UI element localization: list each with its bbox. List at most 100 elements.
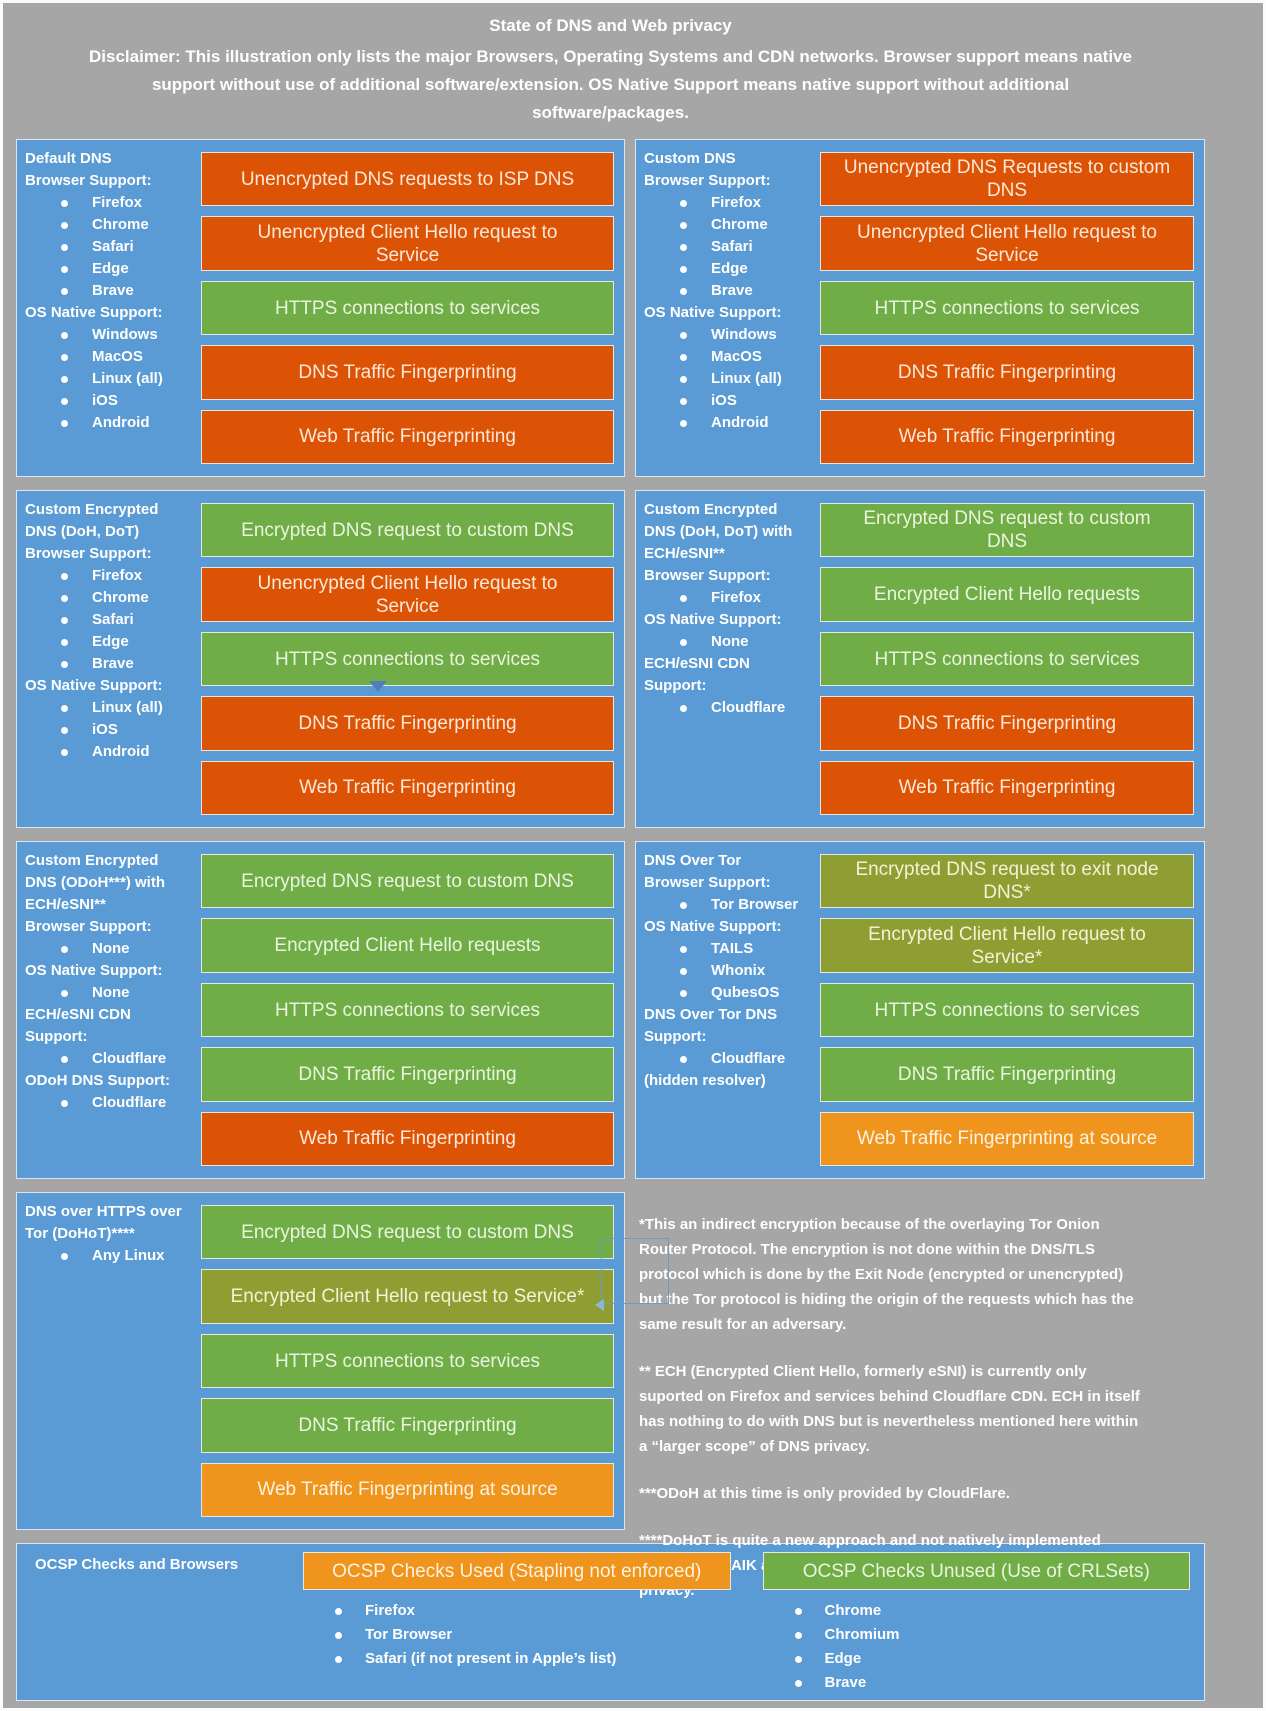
list-item: Chrome <box>25 214 191 236</box>
list-item: Linux (all) <box>25 697 191 719</box>
panel-sidebar: DNS over HTTPS over Tor (DoHoT)**** Any … <box>23 1199 191 1523</box>
bar-web-fingerprinting-at-source: Web Traffic Fingerprinting at source <box>201 1462 614 1518</box>
bar-dns-fingerprinting: DNS Traffic Fingerprinting <box>201 696 614 751</box>
list-item: Chrome <box>763 1599 1191 1623</box>
section-label-os-support: OS Native Support: <box>644 304 782 321</box>
os-support-list: Linux (all) iOS Android <box>25 697 191 763</box>
list-item: Firefox <box>303 1599 731 1623</box>
panel-ocsp-checks: OCSP Checks and Browsers OCSP Checks Use… <box>16 1543 1205 1701</box>
bar-encrypted-client-hello: Encrypted Client Hello request to Servic… <box>820 918 1194 973</box>
bar-web-fingerprinting-at-source: Web Traffic Fingerprinting at source <box>820 1111 1194 1167</box>
list-item: Cloudflare <box>644 697 810 719</box>
bar-https-connections: HTTPS connections to services <box>201 982 614 1038</box>
panel-sidebar: Custom Encrypted DNS (ODoH***) with ECH/… <box>23 848 191 1172</box>
panel-title: DNS over HTTPS over Tor (DoHoT)**** <box>25 1203 182 1242</box>
section-label-os-support: OS Native Support: <box>25 677 163 694</box>
bar-https-connections: HTTPS connections to services <box>201 280 614 336</box>
list-item: iOS <box>25 719 191 741</box>
panel-sidebar: DNS Over Tor Browser Support: Tor Browse… <box>642 848 810 1172</box>
bar-https-connections: HTTPS connections to services <box>201 1333 614 1389</box>
bar-unencrypted-client-hello: Unencrypted Client Hello request to Serv… <box>820 216 1194 271</box>
list-item: Tor Browser <box>303 1623 731 1647</box>
section-label-os-support: OS Native Support: <box>25 304 163 321</box>
list-item: Brave <box>763 1671 1191 1695</box>
os-support-list: Windows MacOS Linux (all) iOS Android <box>644 324 810 434</box>
list-item: Any Linux <box>25 1245 191 1267</box>
panel-sidebar: Custom Encrypted DNS (DoH, DoT) with ECH… <box>642 497 810 821</box>
list-item: QubesOS <box>644 982 810 1004</box>
list-item: None <box>25 938 191 960</box>
bar-web-fingerprinting: Web Traffic Fingerprinting <box>820 760 1194 816</box>
list-item: Firefox <box>644 192 810 214</box>
panel-title: Custom DNS <box>644 150 736 167</box>
bars-column: Encrypted DNS request to custom DNS Unen… <box>191 497 614 821</box>
browser-support-list: Firefox Chrome Safari Edge Brave <box>25 192 191 302</box>
section-label-cdn-support: ECH/eSNI CDN Support: <box>644 655 750 694</box>
browser-support-list: Firefox Chrome Safari Edge Brave <box>25 565 191 675</box>
panel-custom-encrypted-dns: Custom Encrypted DNS (DoH, DoT) Browser … <box>16 490 625 828</box>
list-item: Edge <box>25 258 191 280</box>
list-item: Android <box>25 412 191 434</box>
list-item: Linux (all) <box>25 368 191 390</box>
bar-web-fingerprinting: Web Traffic Fingerprinting <box>201 760 614 816</box>
bar-https-connections: HTTPS connections to services <box>820 280 1194 336</box>
page-title: State of DNS and Web privacy <box>489 16 732 35</box>
ocsp-unused-list: Chrome Chromium Edge Brave <box>763 1599 1191 1695</box>
ocsp-used-group: OCSP Checks Used (Stapling not enforced)… <box>303 1552 731 1692</box>
tor-dns-support-list: Cloudflare <box>644 1048 810 1070</box>
list-item: iOS <box>644 390 810 412</box>
cdn-support-list: Cloudflare <box>25 1048 191 1070</box>
section-label-browser-support: Browser Support: <box>644 567 771 584</box>
section-label-os-support: OS Native Support: <box>644 611 782 628</box>
bar-unencrypted-client-hello: Unencrypted Client Hello request to Serv… <box>201 216 614 271</box>
list-item: Whonix <box>644 960 810 982</box>
list-item: Cloudflare <box>25 1048 191 1070</box>
bar-dns-fingerprinting: DNS Traffic Fingerprinting <box>201 1047 614 1102</box>
list-item: Chrome <box>644 214 810 236</box>
bar-unencrypted-client-hello: Unencrypted Client Hello request to Serv… <box>201 567 614 622</box>
list-item: None <box>644 631 810 653</box>
bar-unencrypted-dns-to-isp: Unencrypted DNS requests to ISP DNS <box>201 152 614 207</box>
section-label-browser-support: Browser Support: <box>644 172 771 189</box>
footnote-tor-indirect-encryption: *This an indirect encryption because of … <box>639 1216 1134 1333</box>
browser-support-list: Firefox Chrome Safari Edge Brave <box>644 192 810 302</box>
bar-https-connections: HTTPS connections to services <box>820 631 1194 687</box>
bar-https-connections: HTTPS connections to services <box>201 631 614 687</box>
ocsp-used-list: Firefox Tor Browser Safari (if not prese… <box>303 1599 731 1671</box>
list-item: iOS <box>25 390 191 412</box>
bar-ocsp-checks-used: OCSP Checks Used (Stapling not enforced) <box>303 1552 731 1590</box>
bar-encrypted-dns-request: Encrypted DNS request to custom DNS <box>201 854 614 909</box>
section-label-cdn-support: ECH/eSNI CDN Support: <box>25 1006 131 1045</box>
os-support-list: Windows MacOS Linux (all) iOS Android <box>25 324 191 434</box>
panel-title: DNS Over Tor <box>644 852 742 869</box>
panel-sidebar: Custom Encrypted DNS (DoH, DoT) Browser … <box>23 497 191 821</box>
panel-title: Default DNS <box>25 150 112 167</box>
footnote-odoh: ***ODoH at this time is only provided by… <box>639 1485 1010 1502</box>
list-item: Edge <box>644 258 810 280</box>
section-label-browser-support: Browser Support: <box>25 918 152 935</box>
section-label-tor-dns-support: DNS Over Tor DNS Support: <box>644 1006 778 1045</box>
bar-ocsp-checks-unused: OCSP Checks Unused (Use of CRLSets) <box>762 1552 1190 1590</box>
bar-encrypted-dns-request: Encrypted DNS request to custom DNS <box>201 1205 614 1260</box>
browser-support-list: Tor Browser <box>644 894 810 916</box>
bars-column: Encrypted DNS request to custom DNS Encr… <box>191 848 614 1172</box>
list-item: MacOS <box>25 346 191 368</box>
section-label-browser-support: Browser Support: <box>644 874 771 891</box>
panel-sidebar: Custom DNS Browser Support: Firefox Chro… <box>642 146 810 470</box>
panel-dns-over-tor: DNS Over Tor Browser Support: Tor Browse… <box>635 841 1205 1179</box>
list-item: TAILS <box>644 938 810 960</box>
os-support-list: None <box>25 982 191 1004</box>
list-item: Chromium <box>763 1623 1191 1647</box>
panel-title: OCSP Checks and Browsers <box>35 1556 239 1573</box>
browser-support-list: None <box>25 938 191 960</box>
footnotes: *This an indirect encryption because of … <box>635 1192 1205 1599</box>
panel-custom-encrypted-dns-ech: Custom Encrypted DNS (DoH, DoT) with ECH… <box>635 490 1205 828</box>
panel-title: Custom Encrypted DNS (DoH, DoT) <box>25 501 159 540</box>
bar-dns-fingerprinting: DNS Traffic Fingerprinting <box>201 1398 614 1453</box>
list-item: Safari (if not present in Apple’s list) <box>303 1647 731 1671</box>
bar-unencrypted-dns-to-custom: Unencrypted DNS Requests to custom DNS <box>820 152 1194 207</box>
disclaimer-text: Disclaimer: This illustration only lists… <box>89 47 1132 122</box>
section-label-os-support: OS Native Support: <box>25 962 163 979</box>
bar-web-fingerprinting: Web Traffic Fingerprinting <box>201 409 614 465</box>
list-item: Edge <box>25 631 191 653</box>
